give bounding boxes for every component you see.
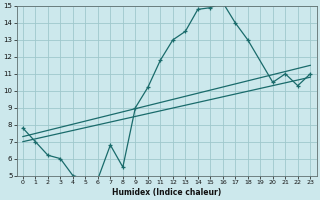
X-axis label: Humidex (Indice chaleur): Humidex (Indice chaleur) (112, 188, 221, 197)
